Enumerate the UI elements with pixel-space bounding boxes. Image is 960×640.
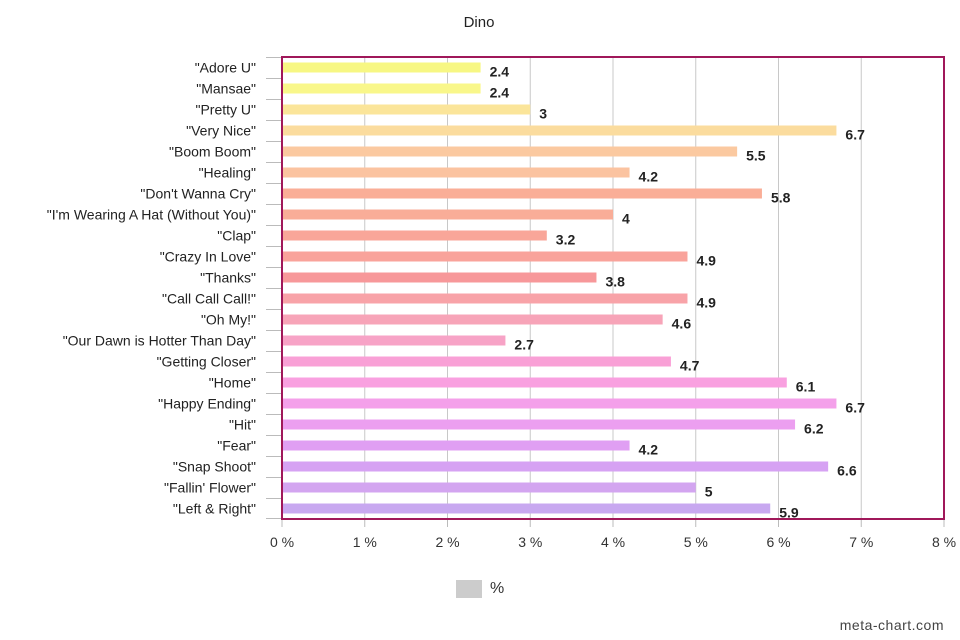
legend: % bbox=[456, 580, 504, 598]
data-label: 2.4 bbox=[490, 85, 510, 101]
x-tick-label: 4 % bbox=[601, 534, 625, 550]
bar bbox=[282, 230, 547, 241]
category-label: "Thanks" bbox=[200, 270, 256, 286]
bar bbox=[282, 125, 837, 136]
category-label: "Mansae" bbox=[196, 81, 256, 97]
bar bbox=[282, 188, 762, 199]
category-label: "Home" bbox=[209, 375, 256, 391]
x-tick-label: 3 % bbox=[518, 534, 542, 550]
category-label: "Healing" bbox=[199, 165, 256, 181]
legend-label: % bbox=[490, 580, 505, 597]
bar bbox=[282, 356, 671, 367]
bar bbox=[282, 377, 787, 388]
category-label: "Happy Ending" bbox=[158, 396, 256, 412]
x-tick-label: 1 % bbox=[353, 534, 377, 550]
category-label: "Getting Closer" bbox=[157, 354, 256, 370]
bar bbox=[282, 398, 837, 409]
category-label: "Clap" bbox=[217, 228, 256, 244]
data-label: 4.7 bbox=[680, 358, 700, 374]
category-label: "Fallin' Flower" bbox=[164, 480, 256, 496]
chart-title: Dino bbox=[464, 14, 495, 31]
bar bbox=[282, 482, 696, 493]
data-labels: 2.42.436.75.54.25.843.24.93.84.94.62.74.… bbox=[490, 64, 866, 521]
data-label: 2.7 bbox=[514, 337, 534, 353]
category-label: "Pretty U" bbox=[195, 102, 256, 118]
category-label: "Fear" bbox=[217, 438, 256, 454]
data-label: 5.5 bbox=[746, 148, 766, 164]
bar bbox=[282, 62, 481, 73]
category-label: "Very Nice" bbox=[186, 123, 256, 139]
category-label: "Our Dawn is Hotter Than Day" bbox=[63, 333, 256, 349]
x-tick-label: 6 % bbox=[766, 534, 790, 550]
bar bbox=[282, 146, 738, 157]
data-label: 4.2 bbox=[639, 169, 659, 185]
data-label: 5 bbox=[705, 484, 713, 500]
x-tick-label: 7 % bbox=[849, 534, 873, 550]
data-label: 4 bbox=[622, 211, 630, 227]
category-label: "Hit" bbox=[229, 417, 256, 433]
data-label: 4.2 bbox=[639, 442, 659, 458]
category-label: "Snap Shoot" bbox=[173, 459, 256, 475]
category-label: "Call Call Call!" bbox=[162, 291, 256, 307]
data-label: 5.9 bbox=[779, 505, 799, 521]
data-label: 3.8 bbox=[605, 274, 625, 290]
data-label: 6.7 bbox=[845, 127, 865, 143]
category-label: "Oh My!" bbox=[201, 312, 256, 328]
data-label: 6.6 bbox=[837, 463, 857, 479]
bar bbox=[282, 503, 771, 514]
bar bbox=[282, 461, 829, 472]
bar bbox=[282, 83, 481, 94]
category-label: "Left & Right" bbox=[173, 501, 256, 517]
category-label: "Adore U" bbox=[195, 60, 256, 76]
bar bbox=[282, 272, 597, 283]
data-label: 3.2 bbox=[556, 232, 576, 248]
bars bbox=[282, 62, 837, 514]
x-tick-label: 0 % bbox=[270, 534, 294, 550]
axes: 0 % 1 % 2 % 3 % 4 % 5 % 6 % 7 % 8 % "Adore U" "Man… bbox=[47, 56, 956, 550]
data-label: 6.7 bbox=[845, 400, 865, 416]
bar bbox=[282, 314, 663, 325]
x-tick-label: 2 % bbox=[435, 534, 459, 550]
bar bbox=[282, 251, 688, 262]
data-label: 4.9 bbox=[696, 253, 716, 269]
data-label: 2.4 bbox=[490, 64, 510, 80]
bar bbox=[282, 167, 630, 178]
data-label: 3 bbox=[539, 106, 547, 122]
data-label: 4.9 bbox=[696, 295, 716, 311]
data-label: 5.8 bbox=[771, 190, 791, 206]
bar bbox=[282, 104, 531, 115]
legend-swatch bbox=[456, 580, 482, 598]
x-tick-label: 5 % bbox=[684, 534, 708, 550]
category-label: "Don't Wanna Cry" bbox=[140, 186, 256, 202]
plot-border bbox=[281, 56, 945, 520]
bar bbox=[282, 293, 688, 304]
category-label: "I'm Wearing A Hat (Without You)" bbox=[47, 207, 256, 223]
data-label: 6.1 bbox=[796, 379, 816, 395]
category-label: "Boom Boom" bbox=[169, 144, 256, 160]
x-tick-label: 8 % bbox=[932, 534, 956, 550]
data-label: 4.6 bbox=[672, 316, 692, 332]
category-label: "Crazy In Love" bbox=[160, 249, 256, 265]
bar bbox=[282, 419, 796, 430]
bar bbox=[282, 440, 630, 451]
bar bbox=[282, 335, 506, 346]
data-label: 6.2 bbox=[804, 421, 824, 437]
bar bbox=[282, 209, 613, 220]
watermark: meta-chart.com bbox=[839, 617, 944, 633]
